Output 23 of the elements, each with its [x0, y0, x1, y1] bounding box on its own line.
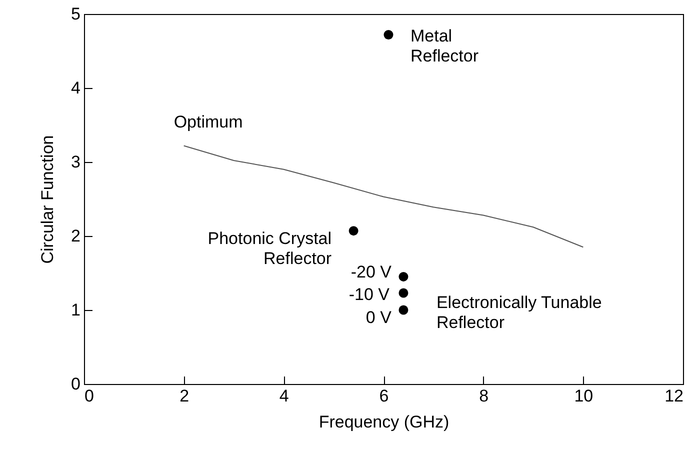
x-tick-label: 10 [574, 386, 594, 406]
y-axis-title: Circular Function [38, 135, 58, 264]
x-tick-label: 0 [84, 386, 94, 406]
annotation: Electronically Tunable Reflector [436, 292, 602, 332]
y-tick-label: 3 [71, 152, 80, 172]
x-tick-label: 2 [180, 386, 190, 406]
x-tick-label: 12 [664, 386, 684, 406]
x-tick-label: 8 [479, 386, 489, 406]
annotation: -20 V [350, 262, 392, 282]
y-tick-label: 0 [71, 374, 80, 394]
y-tick-label: 4 [71, 78, 80, 98]
x-axis-title: Frequency (GHz) [318, 412, 450, 432]
annotation: Metal Reflector [410, 26, 479, 66]
x-tick-label: 6 [379, 386, 389, 406]
x-tick-label: 4 [279, 386, 289, 406]
y-tick-label: 1 [71, 300, 80, 320]
series-label: Optimum [174, 112, 243, 132]
y-tick-label: 5 [71, 4, 80, 24]
line-series [183, 145, 584, 248]
y-tick-label: 2 [71, 226, 80, 246]
annotation: 0 V [366, 308, 392, 327]
annotation: Photonic Crystal Reflector [208, 228, 332, 268]
annotation: -10 V [348, 284, 390, 304]
